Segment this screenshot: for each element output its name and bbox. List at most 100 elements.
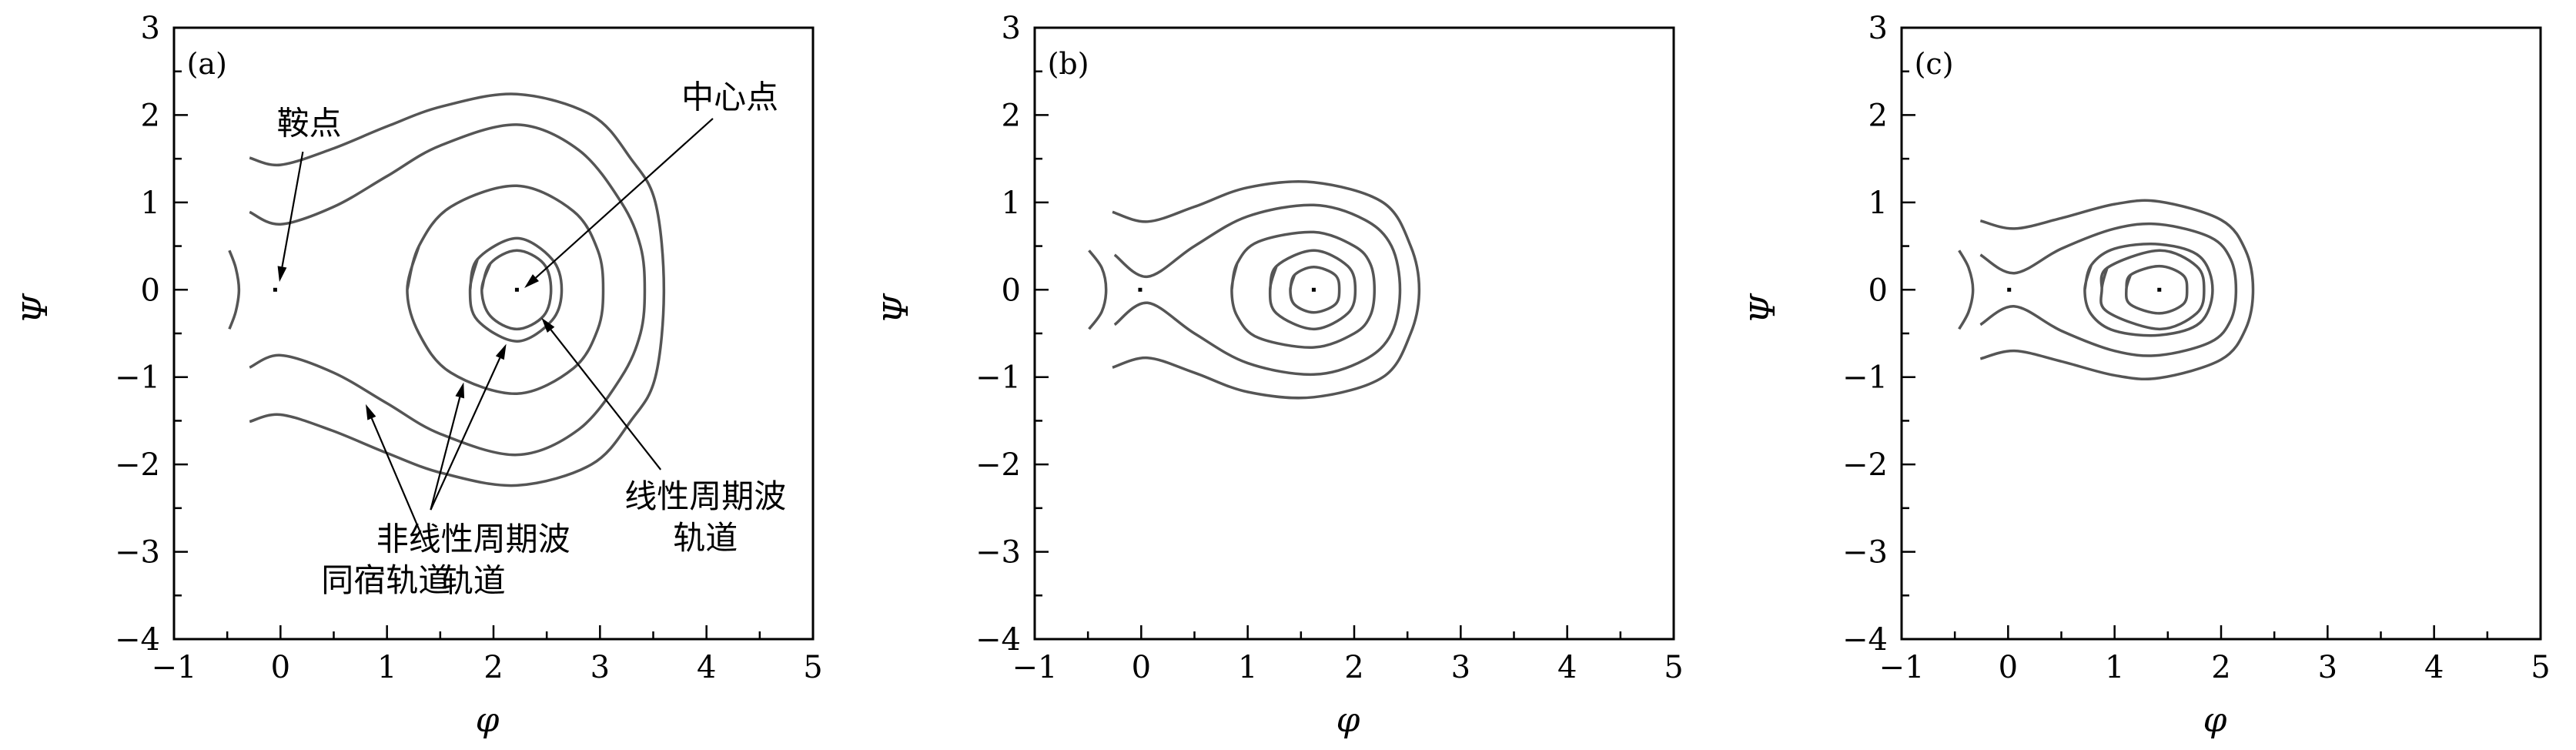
saddle-point [273, 287, 277, 292]
x-tick-label: 5 [803, 650, 822, 685]
arrowhead-icon [455, 382, 465, 399]
x-tick-label: 2 [1344, 650, 1363, 685]
annotation: 同宿轨道 [321, 403, 450, 599]
orbit-curve [1958, 249, 1975, 330]
x-tick-label: 1 [1238, 650, 1257, 685]
y-tick-label: 1 [1868, 186, 1888, 221]
orbit-curve [1230, 230, 1377, 349]
y-tick-label: −3 [115, 535, 160, 571]
orbit-curve [249, 123, 647, 457]
x-tick-label: 3 [1451, 650, 1470, 685]
y-tick-label: −3 [975, 535, 1021, 571]
x-tick-label: 3 [590, 650, 610, 685]
orbit-curve [1268, 249, 1357, 331]
y-axis-label: Ψ [16, 293, 55, 324]
orbit-curve [480, 249, 553, 331]
annotation: 中心点 [524, 79, 778, 289]
orbit-curve [1088, 249, 1108, 330]
y-tick-label: 2 [1002, 98, 1021, 133]
panel-c: −1 0 1 2 3 4 5 3 2 1 0 −1 −2 −3 −4 φ Ψ (c) [1744, 11, 2551, 740]
y-tick-label: −1 [975, 360, 1021, 396]
annotation-label: 非线性周期波 [376, 521, 570, 558]
orbit-curve [249, 92, 666, 487]
y-tick-label: −4 [1842, 622, 1888, 658]
arrow-line [370, 417, 427, 547]
y-tick-label: −4 [975, 622, 1021, 658]
orbit-curve [1289, 266, 1341, 314]
y-tick-label: 3 [141, 11, 160, 46]
annotation-label: 轨道 [441, 562, 506, 600]
annotation-label: 同宿轨道 [321, 561, 450, 599]
x-tick-label: 4 [697, 650, 716, 685]
x-axis-label: φ [1337, 701, 1360, 740]
x-tick-label: 1 [377, 650, 396, 685]
y-tick-label: 3 [1002, 11, 1021, 46]
y-axis-label: Ψ [877, 293, 916, 324]
arrowhead-icon [366, 403, 376, 420]
annotation: 鞍点 [277, 105, 342, 283]
center-point [514, 287, 519, 292]
x-tick-label: −1 [1879, 650, 1925, 685]
x-tick-label: 2 [483, 650, 503, 685]
x-tick-label: 5 [2531, 650, 2550, 685]
x-tick-label: 5 [1664, 650, 1683, 685]
arrowhead-icon [524, 274, 540, 289]
annotation-label: 中心点 [681, 79, 778, 116]
y-tick-label: −1 [1842, 360, 1888, 396]
orbit-curve [1112, 179, 1421, 400]
orbit-curve [468, 236, 564, 343]
annotation-label: 鞍点 [277, 105, 342, 142]
y-tick-label: 0 [1868, 273, 1888, 308]
y-tick-label: −2 [115, 447, 160, 483]
center-point [1311, 287, 1316, 292]
arrowhead-icon [541, 317, 555, 333]
y-tick-label: −3 [1842, 535, 1888, 571]
y-tick-label: −1 [115, 360, 160, 396]
x-tick-label: 0 [1999, 650, 2018, 685]
annotation-label: 线性周期波 [624, 477, 786, 515]
arrow-line [281, 151, 304, 267]
arrow-line [535, 118, 714, 279]
arrow-line [430, 397, 461, 511]
arrowhead-icon [495, 343, 507, 360]
x-axis-label: φ [2203, 701, 2227, 740]
y-tick-label: −4 [115, 622, 160, 658]
y-tick-label: 3 [1868, 11, 1888, 46]
orbit-curve [228, 249, 241, 330]
y-tick-label: −2 [1842, 447, 1888, 483]
arrowhead-icon [277, 266, 287, 283]
x-tick-label: 0 [1132, 650, 1151, 685]
y-tick-label: −2 [975, 447, 1021, 483]
orbit-curve [1979, 222, 2238, 357]
panel-label: (c) [1915, 47, 1954, 81]
arrow-line [550, 329, 662, 470]
x-tick-label: 0 [271, 650, 290, 685]
panel-label: (b) [1048, 47, 1089, 81]
saddle-point [1138, 287, 1142, 292]
y-axis-label: Ψ [1744, 293, 1783, 324]
center-point [2157, 287, 2162, 292]
orbit-curve [406, 184, 605, 396]
panel-a: −1 0 1 2 3 4 53210−1−2−3−4φΨ(a)鞍点中心点线性周期波轨道非线性… [16, 11, 823, 740]
x-tick-label: −1 [152, 650, 197, 685]
orbit-curve [2083, 243, 2214, 337]
x-tick-label: 4 [2424, 650, 2444, 685]
arrow-line [430, 357, 501, 511]
y-tick-label: 2 [1868, 98, 1888, 133]
orbit-curve [1979, 199, 2255, 381]
x-tick-label: −1 [1012, 650, 1058, 685]
orbit-curve [1113, 203, 1402, 377]
orbit-curve [2099, 249, 2206, 331]
y-tick-label: 1 [141, 186, 160, 221]
x-tick-label: 2 [2211, 650, 2230, 685]
orbit-curve [2124, 264, 2189, 315]
panel-label: (a) [187, 47, 227, 81]
annotation-label: 轨道 [673, 519, 738, 557]
y-tick-label: 1 [1002, 186, 1021, 221]
y-tick-label: 0 [141, 273, 160, 308]
x-axis-label: φ [476, 701, 500, 740]
x-tick-label: 4 [1557, 650, 1577, 685]
